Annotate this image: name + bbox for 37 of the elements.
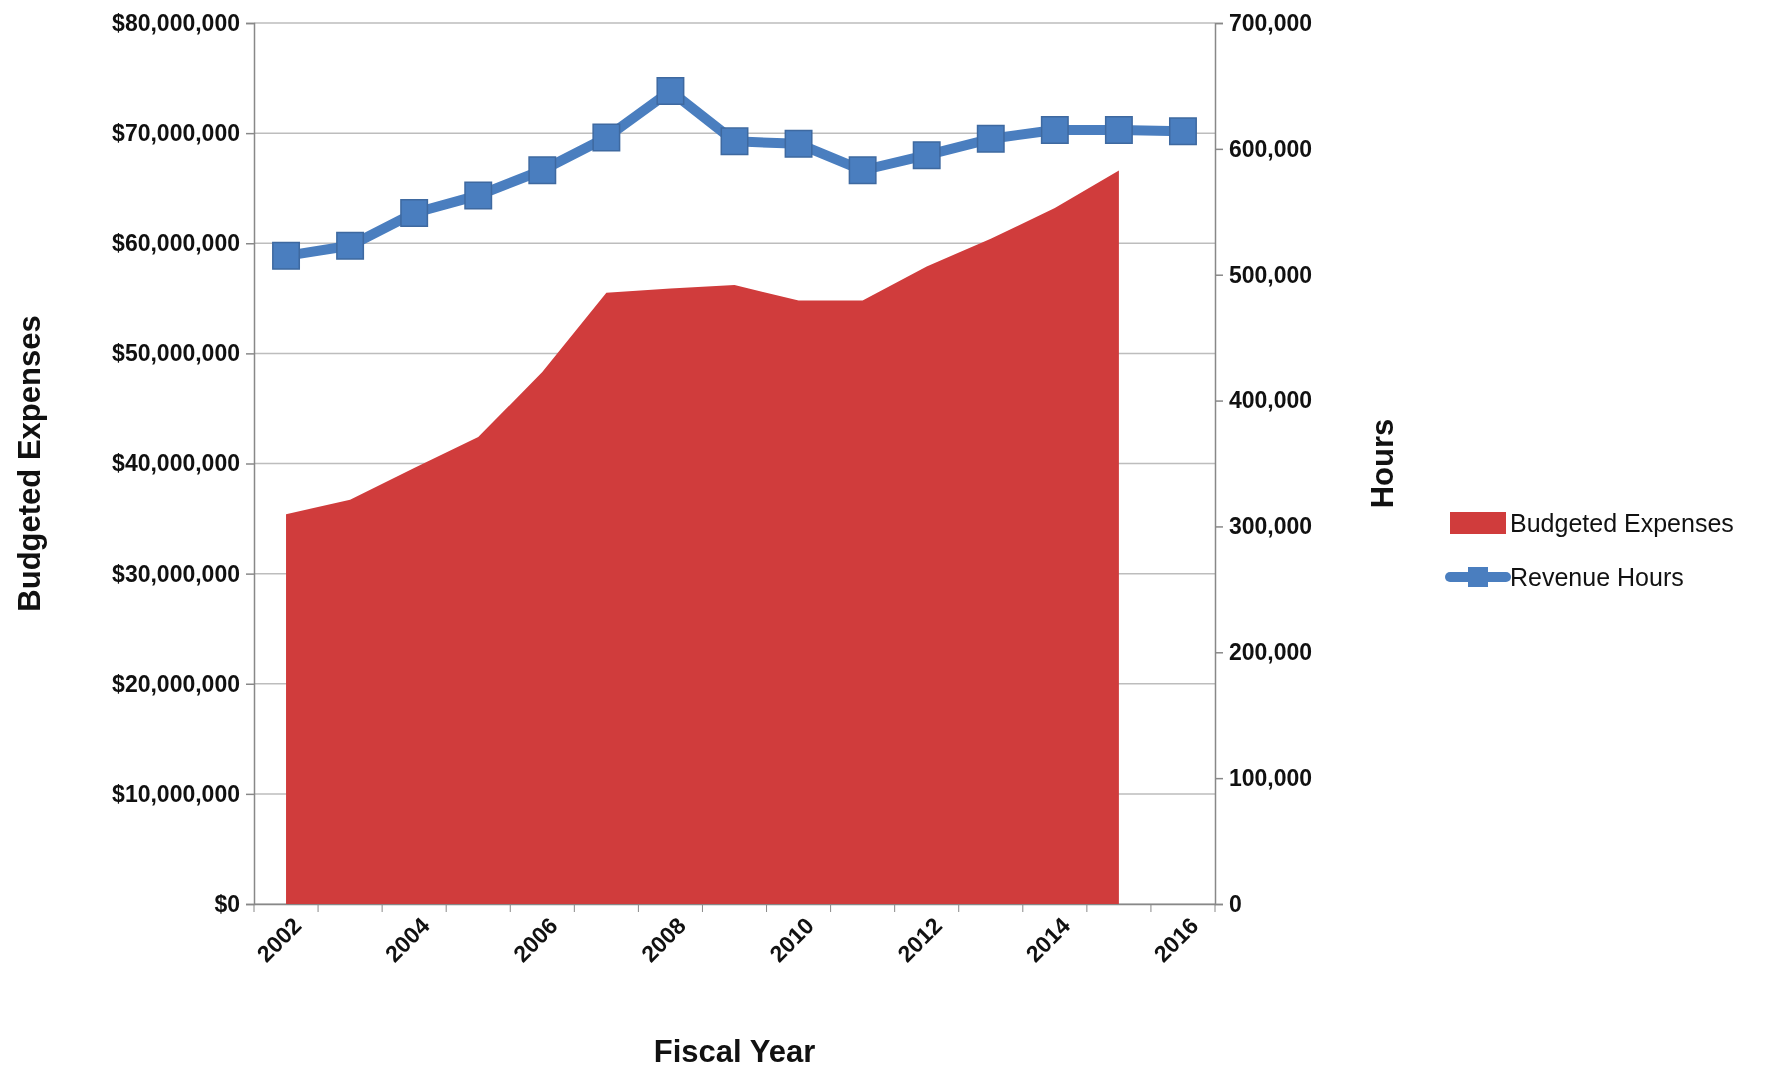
y2-tick-label: 400,000 (1229, 387, 1313, 414)
y2-tick-label: 100,000 (1229, 765, 1313, 791)
point (592, 123, 621, 152)
legend-label: Revenue Hours (1510, 562, 1684, 591)
point (720, 127, 749, 156)
y-tick-label: $50,000,000 (112, 340, 240, 367)
point (848, 156, 877, 185)
y-tick-label: $20,000,000 (112, 670, 240, 697)
x-axis-title: Fiscal Year (653, 1034, 816, 1069)
point (656, 76, 685, 105)
point (1168, 117, 1197, 146)
point (1040, 116, 1069, 144)
y2-tick-label: 700,000 (1229, 9, 1313, 36)
y-tick-label: $30,000,000 (112, 560, 240, 587)
y-tick-label: $10,000,000 (112, 780, 240, 807)
point (1104, 116, 1133, 144)
y-tick-label: $60,000,000 (112, 230, 240, 257)
legend-label: Budgeted Expenses (1510, 508, 1734, 537)
y-axis-title: Budgeted Expenses (12, 315, 47, 612)
point (464, 181, 493, 210)
y2-tick-label: 200,000 (1229, 639, 1313, 666)
y2-axis-title: Hours (1365, 418, 1400, 509)
y2-tick-label: 0 (1229, 890, 1242, 917)
point (912, 141, 941, 170)
point (528, 156, 557, 185)
y2-tick-label: 500,000 (1229, 261, 1313, 288)
point (784, 129, 813, 158)
y-tick-label: $40,000,000 (112, 450, 240, 477)
point (336, 231, 365, 260)
point (400, 199, 429, 228)
y-tick-label: $0 (214, 890, 240, 917)
y-tick-label: $70,000,000 (112, 119, 240, 146)
point (976, 124, 1005, 153)
y2-tick-label: 600,000 (1229, 135, 1313, 162)
y-tick-label: $80,000,000 (112, 9, 240, 36)
y2-tick-label: 300,000 (1229, 513, 1313, 540)
point (272, 241, 301, 270)
